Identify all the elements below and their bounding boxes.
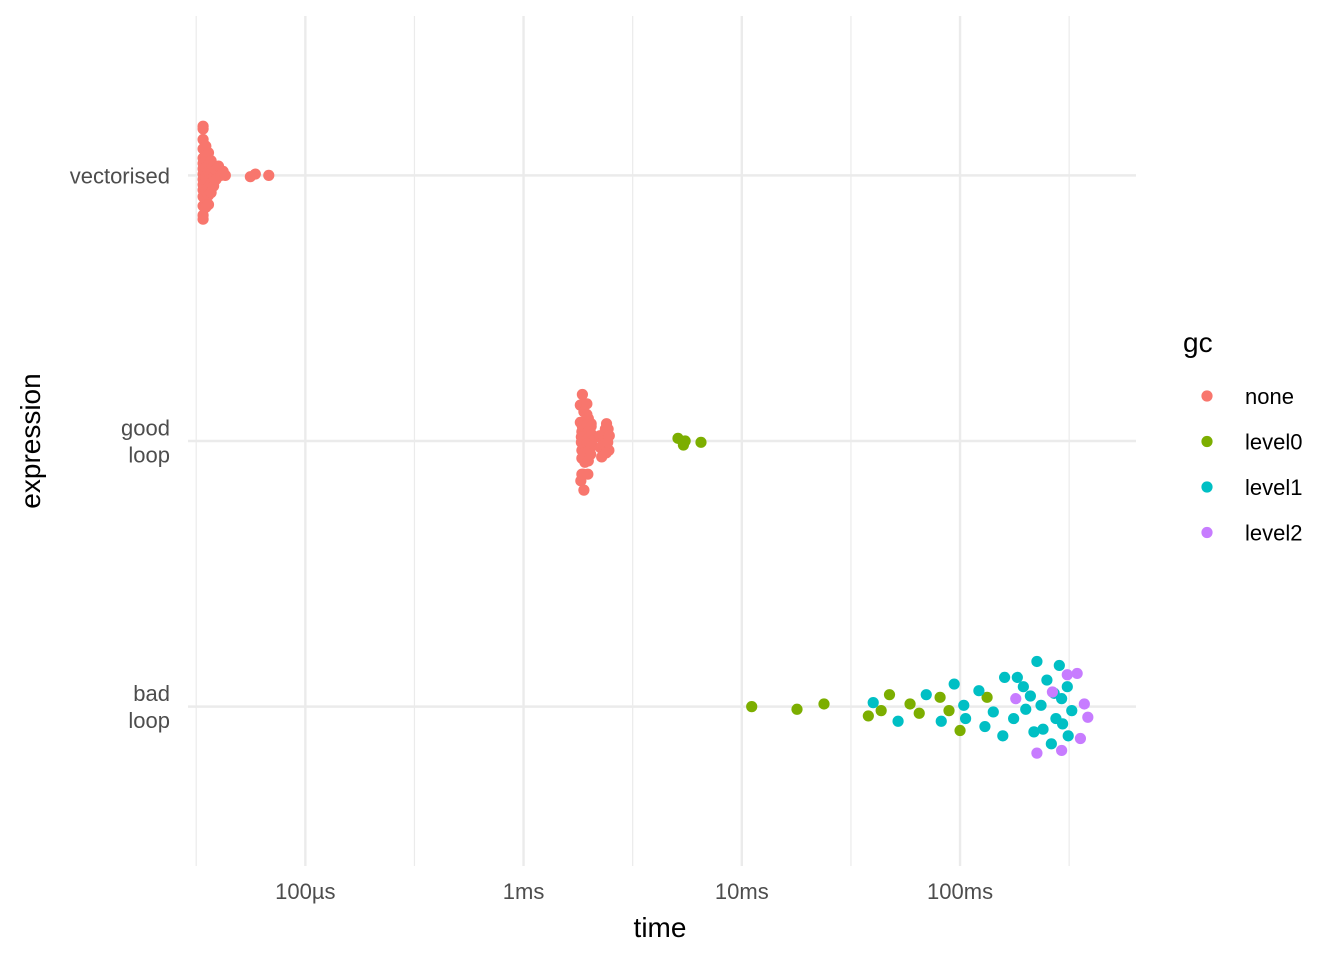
data-point-level0 — [677, 439, 690, 451]
grid-major — [188, 16, 1136, 866]
data-point-level1 — [1031, 655, 1043, 668]
data-point-level1 — [892, 715, 904, 727]
x-tick-label: 100ms — [927, 879, 993, 904]
data-point-level2 — [1061, 669, 1073, 681]
legend-label-level1: level1 — [1245, 475, 1302, 500]
data-point-none — [197, 123, 209, 135]
data-point-level1 — [1011, 671, 1023, 684]
data-point-level1 — [935, 715, 947, 727]
data-point-level1 — [973, 685, 985, 697]
legend-label-level0: level0 — [1245, 430, 1302, 455]
data-point-level2 — [1031, 747, 1043, 759]
data-point-none — [582, 468, 594, 480]
data-point-none — [576, 388, 588, 401]
data-point-level1 — [958, 699, 970, 711]
y-tick-label: vectorised — [70, 163, 170, 188]
data-point-level2 — [1074, 732, 1087, 745]
x-tick-label: 1ms — [503, 879, 545, 904]
data-point-level1 — [1037, 723, 1049, 735]
legend-key-level0 — [1201, 435, 1213, 448]
y-tick-label: bad loop — [128, 681, 170, 733]
data-point-none — [219, 169, 231, 181]
legend-key-none — [1201, 390, 1213, 402]
data-point-level0 — [943, 705, 955, 717]
data-point-level0 — [862, 710, 874, 722]
data-point-level1 — [948, 678, 960, 690]
data-point-level1 — [1041, 674, 1053, 686]
x-tick-label: 10ms — [715, 879, 769, 904]
legend-label-none: none — [1245, 384, 1294, 409]
data-point-level1 — [1020, 703, 1032, 715]
legend-key-level1 — [1201, 481, 1213, 493]
data-point-level0 — [695, 436, 707, 448]
data-point-none — [582, 455, 594, 467]
data-point-level0 — [875, 705, 887, 717]
x-axis-title: time — [634, 912, 687, 943]
legend-title: gc — [1183, 327, 1213, 358]
data-point-level1 — [1056, 693, 1068, 705]
data-point-level1 — [1008, 712, 1020, 725]
data-point-level0 — [981, 691, 993, 703]
data-point-level0 — [904, 698, 916, 710]
data-point-level0 — [883, 689, 896, 701]
data-point-level1 — [920, 689, 932, 701]
data-point-none — [249, 168, 261, 180]
data-point-level0 — [746, 701, 758, 713]
data-point-level2 — [1071, 667, 1083, 680]
data-point-none — [197, 213, 209, 225]
legend-label-level2: level2 — [1245, 521, 1302, 546]
legend-entries: none level0 level1 level2 — [1201, 384, 1302, 546]
data-point-level1 — [1045, 738, 1057, 750]
data-point-level1 — [999, 671, 1011, 684]
data-point-level0 — [913, 707, 925, 719]
x-tick-label: 100µs — [275, 879, 335, 904]
data-point-level2 — [1082, 711, 1094, 723]
data-point-level1 — [1053, 659, 1065, 672]
data-point-none — [202, 198, 215, 211]
data-point-level1 — [959, 712, 972, 725]
data-point-level1 — [867, 697, 879, 709]
data-point-level1 — [1035, 699, 1047, 711]
data-point-level2 — [1046, 686, 1059, 698]
data-point-level2 — [1078, 698, 1090, 710]
data-point-none — [600, 447, 612, 459]
data-point-level1 — [1056, 718, 1069, 730]
data-point-level0 — [818, 698, 830, 710]
data-point-level1 — [979, 720, 991, 733]
legend: gc none level0 level1 level2 — [1183, 327, 1302, 546]
y-tick-label: good loop — [121, 416, 170, 468]
data-point-level1 — [1017, 681, 1029, 693]
legend-key-level2 — [1201, 526, 1213, 539]
data-point-level2 — [1056, 744, 1068, 757]
data-points — [197, 120, 1094, 759]
data-point-level0 — [934, 691, 946, 703]
data-point-level2 — [1010, 693, 1022, 705]
x-tick-labels: 100µs 1ms 10ms 100ms — [275, 879, 993, 904]
data-point-level1 — [1062, 730, 1074, 742]
data-point-level1 — [987, 706, 999, 718]
data-point-level0 — [954, 724, 966, 737]
data-point-none — [263, 169, 275, 181]
data-point-none — [578, 484, 590, 496]
data-point-level1 — [1061, 681, 1073, 693]
data-point-level1 — [1028, 726, 1040, 738]
y-tick-labels: vectorised good loop bad loop — [70, 163, 170, 733]
data-point-level1 — [1024, 690, 1036, 702]
y-axis-title: expression — [15, 373, 46, 508]
data-point-level1 — [997, 730, 1009, 742]
data-point-level1 — [1066, 705, 1078, 717]
data-point-level0 — [791, 703, 803, 715]
